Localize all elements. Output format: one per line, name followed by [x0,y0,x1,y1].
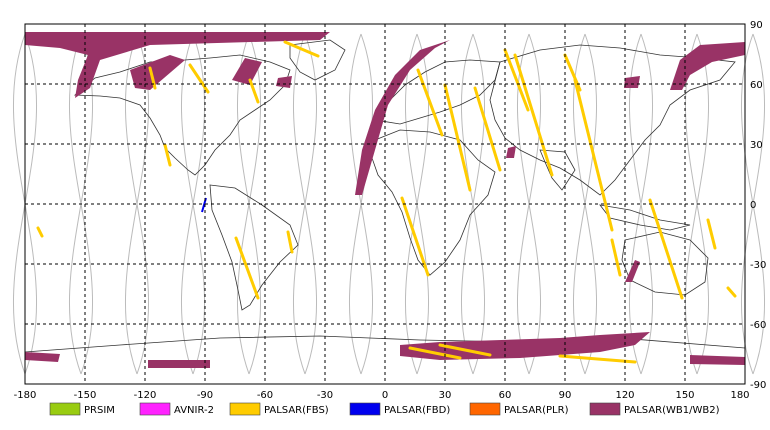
x-axis-labels: -180 -150 -120 -90 -60 -30 0 30 60 90 12… [14,390,750,401]
wb-swath [148,360,210,368]
x-tick-label: 120 [615,390,634,401]
fbs-swath [400,196,430,277]
wb-swath [25,352,60,362]
legend-swatch-avnir2 [139,402,171,416]
y-axis-labels: 90 60 30 0 -30 -60 -90 [750,20,766,391]
legend-label: PRSIM [84,405,115,416]
x-tick-label: 150 [675,390,694,401]
fbs-swath [513,53,554,177]
fbs-swath [648,198,684,300]
x-tick-label: -180 [14,390,37,401]
fbs-swath [438,343,492,357]
legend-item-palsar-plr: PALSAR(PLR) [469,402,569,416]
wb-swath [400,332,650,360]
fbs-swath [408,346,462,360]
x-tick-label: -120 [134,390,157,401]
fbs-swath [416,68,444,137]
australia-coast [621,231,709,296]
legend-swatch-palsar-plr [469,402,501,416]
fbs-swath [148,66,157,90]
orbit-track [460,33,486,375]
fbs-swath [163,143,172,167]
fbs-swath [503,48,530,112]
x-tick-label: 0 [382,390,388,401]
legend-item-prism: PRSIM [49,402,115,416]
wb-swath [625,260,640,282]
fbs-swath [726,286,737,298]
orbit-track [740,33,766,375]
swaths-wb [25,32,745,368]
legend-item-palsar-fbs: PALSAR(FBS) [229,402,329,416]
fbs-swath [573,78,614,232]
wb-swath [690,355,745,365]
y-tick-label: -60 [750,320,766,331]
plot-frame [24,23,746,385]
legend-item-palsar-wb: PALSAR(WB1/WB2) [589,402,720,416]
swaths-fbs [36,40,737,364]
fbs-swath [286,230,294,254]
x-tick-label: -60 [257,390,273,401]
x-tick-label: 30 [439,390,452,401]
fbs-swath [610,238,622,277]
fbs-swath [248,78,260,104]
indonesia-coast [599,204,691,231]
wb-swath [25,32,330,98]
x-tick-label: 90 [559,390,572,401]
fbs-swath [706,218,717,250]
wb-swath [130,55,185,90]
x-tick-label: -150 [74,390,97,401]
legend-swatch-palsar-fbs [229,402,261,416]
legend-label: PALSAR(FBD) [384,405,450,416]
wb-swath [232,58,262,85]
legend: PRSIM AVNIR-2 PALSAR(FBS) PALSAR(FBD) PA… [49,402,720,416]
africa-coast [371,129,496,276]
wb-swath [355,40,450,195]
y-tick-label: 0 [750,200,756,211]
legend-item-palsar-fbd: PALSAR(FBD) [349,402,450,416]
fbs-swath [473,86,502,172]
legend-swatch-palsar-fbd [349,402,381,416]
legend-label: AVNIR-2 [174,405,214,416]
wb-swath [506,146,516,158]
legend-swatch-palsar-wb [589,402,621,416]
x-tick-label: 60 [499,390,512,401]
wb-swath [624,76,640,88]
orbit-track [124,33,150,375]
legend-label: PALSAR(WB1/WB2) [624,405,720,416]
fbs-swath [558,354,637,364]
fbs-swath [443,83,472,192]
y-tick-label: 90 [750,20,763,31]
legend-label: PALSAR(FBS) [264,405,329,416]
fbs-swath [36,226,44,238]
legend-item-avnir2: AVNIR-2 [139,402,214,416]
legend-swatch-prism [49,402,81,416]
y-tick-label: 60 [750,80,763,91]
asia-coast [489,44,736,196]
x-tick-label: 180 [730,390,749,401]
y-tick-label: -30 [750,260,766,271]
legend-label: PALSAR(PLR) [504,405,569,416]
north-america-coast [73,54,291,176]
y-tick-label: 30 [750,140,763,151]
x-tick-label: -30 [317,390,333,401]
fbs-swath [188,63,210,94]
fbs-swath [234,236,260,300]
x-tick-label: -90 [197,390,213,401]
y-tick-label: -90 [750,380,766,391]
wb-swath [276,76,292,88]
wb-swath [670,42,745,90]
fbs-swath [283,40,320,58]
orbit-track [292,33,318,375]
